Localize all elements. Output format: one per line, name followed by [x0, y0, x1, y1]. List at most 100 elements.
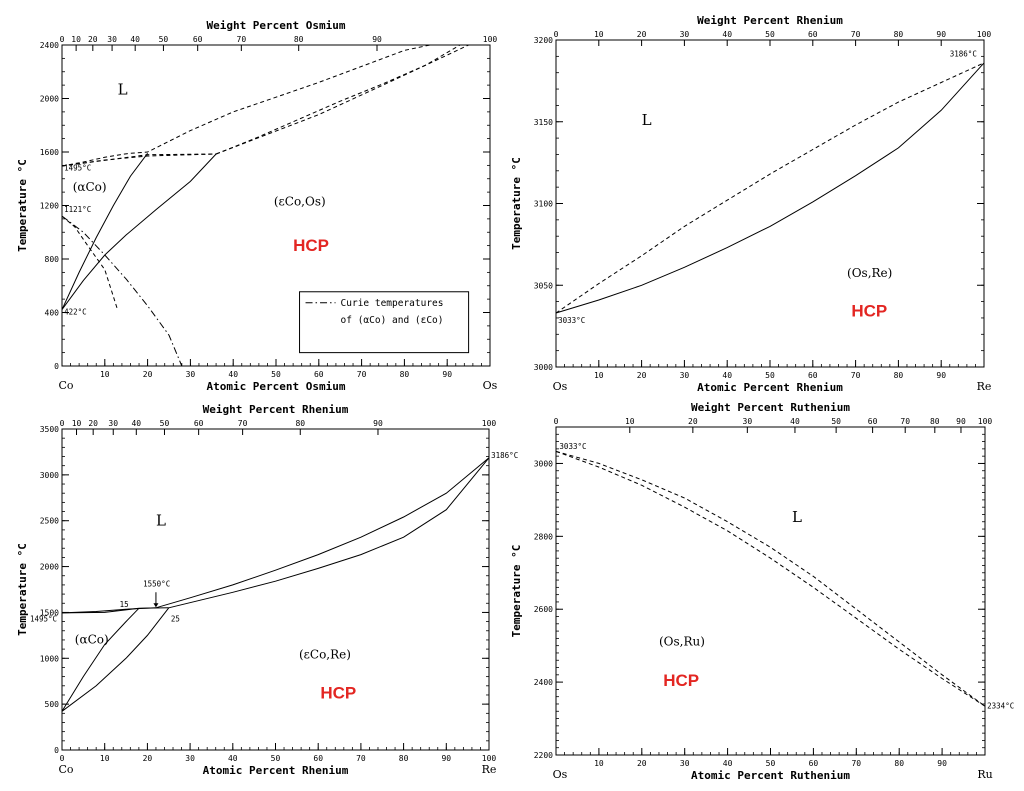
y-tick-label: 2000 [40, 563, 59, 572]
legend: Curie temperatures of (αCo) and (εCo) [299, 291, 470, 354]
x-tick-label: 30 [680, 371, 690, 380]
x2-tick-label: 90 [936, 30, 946, 39]
x2-tick-label: 40 [131, 419, 141, 428]
y-tick-label: 800 [45, 255, 60, 264]
x-end-label-right: Ru [977, 768, 992, 781]
phase-boundary-dashed [215, 44, 469, 155]
x2-tick-label: 20 [88, 35, 98, 44]
phase-boundary-dashed [61, 215, 119, 310]
x-tick-label: 70 [357, 370, 367, 379]
x2-tick-label: 70 [900, 417, 910, 426]
y-tick-label: 1600 [40, 148, 59, 157]
x2-tick-label: 50 [765, 30, 775, 39]
x-tick-label: 40 [723, 759, 733, 768]
y-tick-label: 500 [45, 700, 60, 709]
plot-frame [555, 39, 985, 368]
x-tick-label: 40 [722, 371, 732, 380]
phase-label: L [156, 511, 166, 529]
x2-tick-label: 90 [956, 417, 966, 426]
y-tick-label: 3000 [534, 459, 553, 468]
phase-label: L [642, 111, 652, 129]
x-tick-label: 60 [313, 754, 323, 763]
x-tick-label: 90 [936, 371, 946, 380]
point-label: 15 [120, 600, 129, 609]
x2-tick-label: 50 [160, 419, 170, 428]
point-label: 3033°C [558, 316, 585, 325]
chart-os-ru: 10 20 30 40 50 60 70 80 90 Os Ru 2200 2400 2600 2800 30… [510, 401, 1014, 782]
x2-tick-label: 0 [60, 35, 65, 44]
x-tick-label: 30 [185, 754, 195, 763]
point-label: 3033°C [559, 442, 586, 451]
x-end-label-left: Co [58, 763, 73, 776]
x-tick-label: 80 [399, 754, 409, 763]
x-tick-label: 10 [594, 759, 604, 768]
hcp-label: HCP [851, 301, 887, 320]
x2-tick-label: 20 [637, 30, 647, 39]
y-tick-label: 0 [54, 362, 59, 371]
legend-label: Curie temperatures [341, 298, 444, 309]
x2-tick-label: 20 [88, 419, 98, 428]
x2-tick-label: 70 [237, 35, 247, 44]
x-axis-title: Atomic Percent Rhenium [203, 764, 349, 777]
x-tick-label: 30 [186, 370, 196, 379]
x-tick-label: 50 [271, 370, 281, 379]
x2-tick-label: 30 [680, 30, 690, 39]
x-tick-label: 90 [441, 754, 451, 763]
x-tick-label: 70 [356, 754, 366, 763]
x2-tick-label: 100 [978, 417, 993, 426]
x-end-label-left: Os [553, 380, 568, 393]
x2-axis-title: Weight Percent Ruthenium [691, 401, 850, 414]
y-tick-label: 3000 [40, 471, 59, 480]
x-tick-label: 50 [766, 759, 776, 768]
y-axis-title: Temperature °C [16, 543, 29, 636]
y-tick-label: 3500 [40, 425, 59, 434]
x2-tick-label: 40 [130, 35, 140, 44]
phase-boundary-dashed [555, 450, 986, 707]
point-label: 1495°C [64, 164, 91, 173]
x-tick-label: 20 [637, 371, 647, 380]
legend-label: of (αCo) and (εCo) [341, 315, 444, 326]
x-tick-label: 70 [851, 371, 861, 380]
y-tick-label: 0 [54, 746, 59, 755]
phase-label: L [792, 508, 802, 526]
y-tick-label: 2600 [534, 605, 553, 614]
x-tick-label: 30 [680, 759, 690, 768]
phase-boundary-solid [61, 607, 139, 614]
y-axis-title: Temperature °C [510, 545, 523, 638]
x-tick-label: 20 [143, 370, 153, 379]
hcp-label: HCP [663, 671, 699, 690]
x-tick-label: 20 [637, 759, 647, 768]
y-tick-label: 2500 [40, 517, 59, 526]
point-label: 3186°C [491, 451, 518, 460]
x2-tick-label: 70 [851, 30, 861, 39]
phase-boundary-solid [168, 457, 490, 609]
x2-tick-label: 30 [108, 419, 118, 428]
x2-tick-label: 10 [625, 417, 635, 426]
y-tick-label: 400 [45, 309, 60, 318]
x-tick-label: 50 [271, 754, 281, 763]
x2-tick-label: 30 [107, 35, 117, 44]
x2-tick-label: 80 [894, 30, 904, 39]
y-tick-label: 1500 [40, 608, 59, 617]
x2-tick-label: 20 [688, 417, 698, 426]
point-label: 422°C [64, 308, 87, 317]
x-end-label-left: Co [58, 379, 73, 392]
x2-tick-label: 100 [482, 419, 497, 428]
x-end-label-right: Re [977, 380, 992, 393]
x-tick-label: 10 [100, 754, 110, 763]
legend-box [299, 291, 470, 354]
y-tick-label: 3100 [534, 200, 553, 209]
x-tick-label: 60 [809, 759, 819, 768]
phase-boundary-solid [61, 153, 217, 310]
y-tick-label: 3050 [534, 281, 553, 290]
phase-boundary-dashed [61, 153, 217, 167]
hcp-label: HCP [320, 684, 356, 703]
x2-tick-label: 80 [930, 417, 940, 426]
x2-tick-label: 100 [483, 35, 498, 44]
y-tick-label: 1000 [40, 654, 59, 663]
plot-frame [555, 426, 986, 756]
x2-axis-title: Weight Percent Rhenium [697, 14, 843, 27]
phase-boundary-solid [555, 62, 985, 314]
x-tick-label: 0 [60, 754, 65, 763]
